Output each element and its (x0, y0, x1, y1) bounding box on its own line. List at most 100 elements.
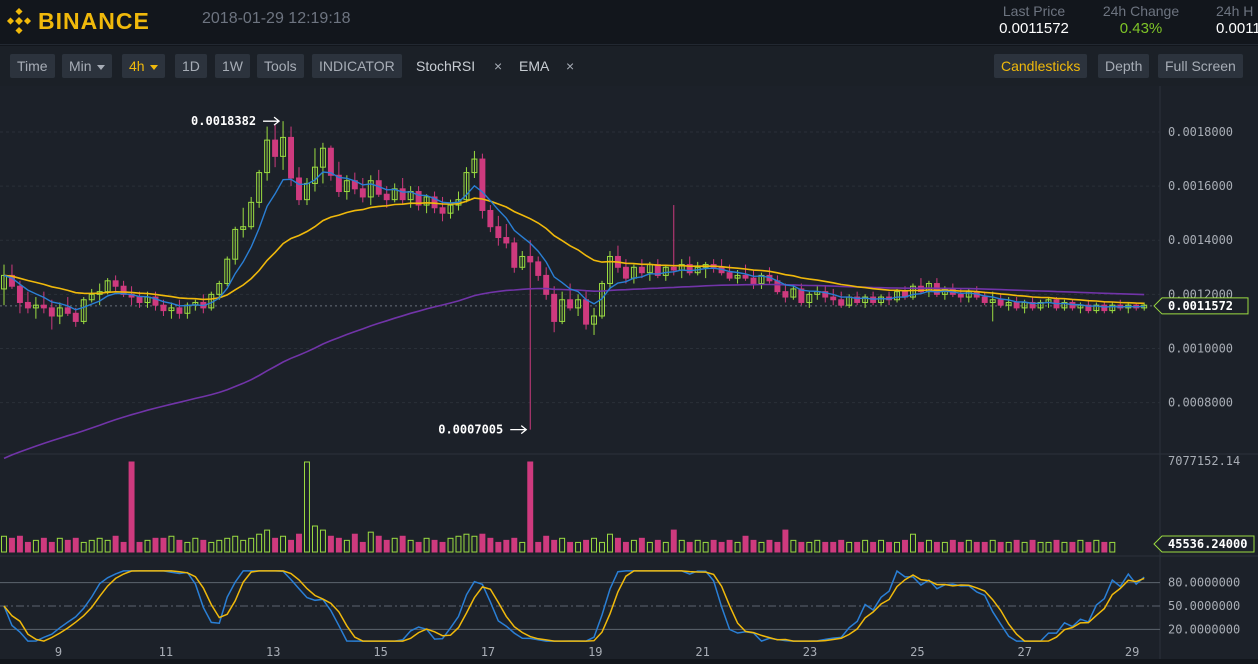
brand-logo[interactable]: BINANCE (6, 6, 150, 36)
volume-bar (607, 533, 613, 553)
volume-bar (630, 539, 637, 553)
candle-body (726, 272, 733, 279)
volume-bar (599, 541, 605, 553)
remove-stochrsi-icon[interactable]: × (494, 58, 503, 74)
candle-body (551, 293, 558, 322)
stat-label: 24h Change (1102, 3, 1180, 19)
candle-body (319, 147, 326, 168)
candle-body (64, 307, 71, 314)
volume-bar (694, 539, 701, 553)
volume-bar (391, 537, 398, 553)
volume-bar (128, 461, 135, 553)
volume-bar (702, 541, 709, 553)
remove-ema-icon[interactable]: × (566, 58, 575, 74)
candle-body (742, 274, 749, 279)
time-button[interactable]: Time (10, 54, 55, 78)
stat-24h-change: 24h Change 0.43% (1098, 3, 1184, 37)
volume-last-label: 45536.24000 (1168, 537, 1247, 551)
volume-bar (240, 539, 247, 553)
interval-1d-button[interactable]: 1D (175, 54, 207, 78)
volume-bar (152, 537, 159, 553)
candle-body (662, 266, 669, 276)
volume-bar (232, 535, 239, 553)
candle-body (607, 255, 613, 285)
ema-mid-line (3, 197, 1145, 305)
volume-bar (1069, 541, 1076, 553)
volume-bar (567, 541, 574, 553)
indicator-button[interactable]: INDICATOR (312, 54, 402, 78)
candlesticks-button[interactable]: Candlesticks (994, 54, 1088, 78)
volume-bar (1021, 541, 1028, 553)
volume-bar (543, 535, 550, 553)
candle-body (591, 315, 598, 325)
volume-bar (1101, 541, 1108, 553)
volume-bar (726, 539, 733, 553)
min-dropdown[interactable]: Min (62, 54, 112, 78)
tools-button[interactable]: Tools (257, 54, 304, 78)
x-tick-label: 9 (55, 645, 62, 659)
interval-1w-button[interactable]: 1W (215, 54, 250, 78)
candle-body (439, 207, 446, 214)
volume-bar (870, 541, 877, 553)
candle-body (280, 136, 287, 157)
candle-body (790, 288, 797, 298)
candle-body (822, 291, 829, 298)
candle-body (272, 139, 279, 157)
candle-body (567, 299, 574, 309)
candle-body (1109, 304, 1116, 312)
volume-bar (264, 529, 271, 553)
volume-bar (272, 537, 279, 553)
candle-body (16, 285, 23, 303)
volume-bar (296, 533, 302, 553)
volume-bar (790, 539, 797, 553)
volume-bar (327, 535, 334, 553)
volume-bar (136, 541, 143, 553)
volume-bar (1005, 541, 1012, 553)
volume-bar (957, 541, 964, 553)
volume-bar (208, 541, 215, 553)
volume-bar (1037, 541, 1044, 553)
volume-bar (511, 537, 518, 553)
candle-body (830, 296, 837, 301)
volume-bar (997, 541, 1004, 553)
candle-body (56, 307, 63, 317)
volume-bar (80, 541, 87, 553)
candle-body (543, 274, 550, 295)
volume-bar (48, 541, 55, 553)
price-chart-svg[interactable]: 0.00180000.00160000.00140000.00120000.00… (0, 86, 1258, 659)
x-tick-label: 21 (695, 645, 709, 659)
volume-bar (758, 541, 765, 553)
volume-bar (112, 535, 119, 553)
stoch-tick-label: 80.0000000 (1168, 576, 1240, 590)
candle-body (854, 296, 861, 303)
interval-label: 4h (129, 58, 145, 74)
high-arrow-icon (263, 116, 281, 126)
volume-bar (527, 461, 534, 553)
fullscreen-button[interactable]: Full Screen (1158, 54, 1243, 78)
volume-bar (662, 541, 669, 553)
candle-body (88, 293, 95, 301)
volume-bar (1053, 539, 1060, 553)
candle-body (48, 307, 55, 317)
candle-body (575, 299, 582, 309)
depth-button[interactable]: Depth (1098, 54, 1150, 78)
volume-bar (989, 539, 996, 553)
ema-lines (3, 171, 1145, 460)
x-tick-label: 25 (910, 645, 924, 659)
x-tick-label: 15 (373, 645, 387, 659)
candle-body (80, 299, 87, 322)
stat-value: 0.43% (1119, 20, 1163, 37)
min-label: Min (69, 58, 92, 74)
candle-body (1, 274, 7, 290)
low-annotation-label: 0.0007005 (438, 423, 503, 437)
candle-body (535, 261, 542, 276)
volume-bar (559, 537, 566, 553)
interval-dropdown[interactable]: 4h (122, 54, 165, 78)
volume-bar (806, 541, 813, 553)
candle-body (176, 307, 183, 314)
volume-last-tag (1153, 535, 1255, 553)
candle-body (583, 299, 590, 325)
volume-bar (248, 537, 255, 553)
chart-area[interactable]: 0.0018000 0.0016000 0.0014000 0.0012000 0.00… (0, 86, 1258, 659)
stoch-tick-label: 20.0000000 (1168, 622, 1240, 636)
